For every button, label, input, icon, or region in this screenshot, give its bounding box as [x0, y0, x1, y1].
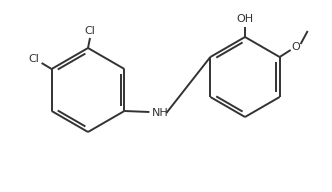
Text: Cl: Cl	[85, 26, 95, 36]
Text: O: O	[291, 42, 300, 52]
Text: OH: OH	[236, 14, 254, 24]
Text: NH: NH	[152, 108, 169, 118]
Text: Cl: Cl	[28, 54, 39, 64]
